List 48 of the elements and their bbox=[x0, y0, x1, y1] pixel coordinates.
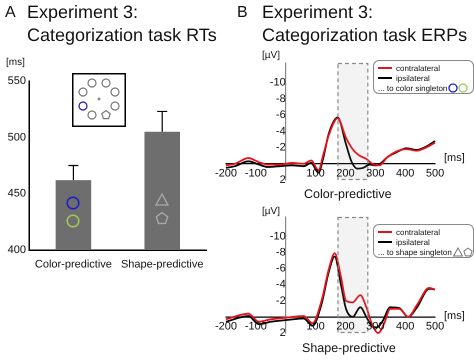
y-tick-label: -8 bbox=[276, 92, 286, 105]
text: Color-predictive bbox=[304, 187, 392, 202]
x-tick-label: 300 bbox=[366, 167, 384, 180]
x-axis-title: [ms] bbox=[444, 152, 465, 164]
chart-subtitle: Categorization task ERPs bbox=[262, 25, 468, 46]
y-tick-label: -2 bbox=[276, 294, 286, 307]
legend-label: ipsilateral bbox=[396, 74, 430, 82]
y-tick-label: 500 bbox=[8, 131, 26, 144]
y-axis-title: [µV] bbox=[262, 206, 280, 217]
y-tick-label: -6 bbox=[276, 262, 286, 275]
x-tick-label: -200 bbox=[214, 320, 238, 332]
x-tick-label: 100 bbox=[306, 167, 325, 180]
text: B bbox=[237, 4, 248, 22]
x-tick-label: 200 bbox=[336, 167, 355, 180]
x-tick-label: 100 bbox=[306, 320, 325, 332]
y-tick-label: 450 bbox=[8, 188, 26, 200]
y-tick-label: -4 bbox=[276, 125, 286, 138]
legend-label: contralateral bbox=[396, 64, 440, 72]
x-tick-label: 500 bbox=[426, 320, 444, 332]
y-tick-label: 400 bbox=[8, 244, 26, 256]
text: A bbox=[5, 4, 16, 22]
x-tick-label: -100 bbox=[244, 320, 267, 332]
x-tick-label: 200 bbox=[336, 320, 355, 332]
legend-title: ... to color singleton bbox=[378, 84, 448, 92]
legend-label: contralateral bbox=[396, 228, 440, 236]
y-tick-label: 2 bbox=[280, 327, 286, 340]
y-tick-label: -8 bbox=[276, 246, 286, 258]
chart-title: Experiment 3: bbox=[27, 2, 138, 23]
text: Shape-predictive bbox=[302, 341, 396, 356]
x-tick-label: 400 bbox=[396, 167, 414, 180]
y-axis-title: [ms] bbox=[6, 57, 25, 68]
legend-label: ipsilateral bbox=[396, 238, 430, 246]
y-tick-label: -10 bbox=[270, 230, 286, 242]
chart-title: Experiment 3: bbox=[262, 2, 374, 23]
legend-title: ... to shape singleton bbox=[378, 248, 452, 256]
y-tick-label: -10 bbox=[270, 76, 286, 89]
y-axis-title: [µV] bbox=[262, 50, 280, 61]
x-tick-label: -200 bbox=[214, 167, 238, 180]
x-tick-label: 500 bbox=[426, 167, 444, 180]
x-axis-title: [ms] bbox=[444, 310, 465, 322]
x-tick-label: 400 bbox=[396, 320, 414, 332]
chart-subtitle: Categorization task RTs bbox=[27, 25, 217, 46]
y-tick-label: -6 bbox=[276, 109, 286, 122]
y-tick-label: -4 bbox=[276, 278, 286, 291]
y-tick-label: 550 bbox=[8, 75, 26, 88]
x-tick-label: -100 bbox=[244, 167, 267, 180]
y-tick-label: 2 bbox=[280, 174, 286, 186]
y-tick-label: -2 bbox=[276, 142, 286, 154]
